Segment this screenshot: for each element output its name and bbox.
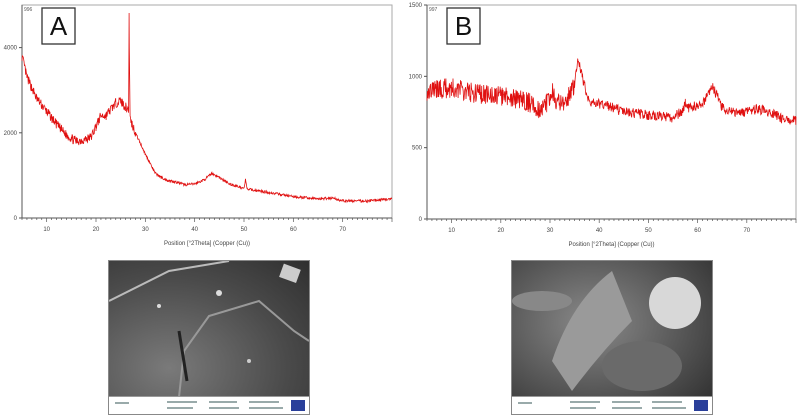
- panel-label-box: [446, 7, 481, 45]
- x-axis-label: Position [°2Theta] (Copper (Cu)): [164, 241, 250, 247]
- sample-id: 997: [429, 7, 438, 13]
- xrd-chart-a: 10 20 30 40 50 60 70 0 2000 4000 Position [°2Theta…: [4, 4, 393, 247]
- sem-image-b: [511, 260, 713, 415]
- zeiss-logo: [694, 400, 708, 411]
- zeiss-logo: [291, 400, 305, 411]
- x-tick-label: 30: [547, 228, 554, 234]
- sample-id: 996: [24, 7, 33, 13]
- y-tick-label: 0: [419, 217, 423, 223]
- x-tick-label: 50: [645, 228, 652, 234]
- panel-label-box: [41, 7, 76, 45]
- sem-info-bar-a: [109, 396, 309, 414]
- panel-label: B: [455, 11, 472, 41]
- xrd-chart-b: 10 20 30 40 50 60 70 0 500 1000 1500 Position [°2Th…: [409, 3, 797, 248]
- y-tick-label: 0: [14, 216, 18, 222]
- xrd-trace: [21, 12, 393, 204]
- x-tick-label: 10: [43, 227, 50, 233]
- sem-info-bar-b: [512, 396, 712, 414]
- sem-texture-b: [512, 271, 701, 391]
- x-tick-label: 50: [241, 227, 248, 233]
- y-tick-label: 1000: [409, 74, 423, 80]
- sem-texture-a: [109, 261, 309, 397]
- y-tick-label: 2000: [4, 131, 18, 137]
- x-tick-label: 60: [694, 228, 701, 234]
- x-tick-label: 10: [448, 228, 455, 234]
- y-tick-label: 4000: [4, 46, 18, 52]
- xrd-trace: [426, 58, 797, 126]
- x-axis-label: Position [°2Theta] (Copper (Cu)): [568, 242, 654, 248]
- panel-label: A: [50, 11, 68, 41]
- x-tick-label: 40: [596, 228, 603, 234]
- x-tick-label: 30: [142, 227, 149, 233]
- y-tick-label: 1500: [409, 3, 423, 9]
- plot-frame: [21, 4, 393, 219]
- x-tick-label: 70: [743, 228, 750, 234]
- x-tick-label: 60: [290, 227, 297, 233]
- y-tick-label: 500: [412, 146, 423, 152]
- x-tick-label: 40: [191, 227, 198, 233]
- sem-image-a: [108, 260, 310, 415]
- x-tick-label: 70: [339, 227, 346, 233]
- x-tick-label: 20: [497, 228, 504, 234]
- x-tick-label: 20: [93, 227, 100, 233]
